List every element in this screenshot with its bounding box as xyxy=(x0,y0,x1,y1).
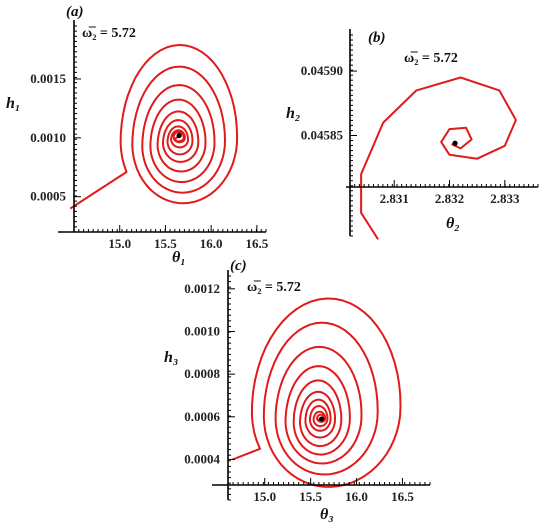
x-tick-label: 15.0 xyxy=(108,236,131,251)
panel-b-parameter: ω̅₂ = 5.72 xyxy=(404,50,458,66)
x-tick-label: 2.833 xyxy=(490,191,520,206)
panel-b-label: (b) xyxy=(368,30,386,46)
panel-b-curves xyxy=(360,76,517,240)
x-tick-label: 2.832 xyxy=(435,191,464,206)
y-tick-label: 0.0008 xyxy=(184,366,220,381)
y-tick-label: 0.0010 xyxy=(30,130,66,145)
panel-b-xlabel: θ₂ xyxy=(446,215,460,232)
panel-c: (c) ω̅₂ = 5.72 h₃ θ₃ 15.0 15.5 16.0 16.5 0.0… xyxy=(164,258,431,523)
x-tick-label: 15.5 xyxy=(299,489,322,504)
panel-a-curves xyxy=(69,44,239,210)
panel-a-xlabel: θ₁ xyxy=(172,249,186,266)
y-tick-label: 0.0012 xyxy=(184,281,220,296)
equilibrium-point xyxy=(452,140,458,146)
trajectory-curve xyxy=(232,297,402,488)
y-tick-label: 0.0015 xyxy=(30,71,66,86)
y-tick-label: 0.0004 xyxy=(184,451,220,466)
panel-a-ylabel: h₁ xyxy=(6,95,20,112)
panel-c-label: (c) xyxy=(230,258,247,274)
panel-a-label: (a) xyxy=(66,4,84,20)
panel-b-ylabel: h₂ xyxy=(286,105,300,122)
equilibrium-point xyxy=(176,132,182,139)
x-tick-label: 15.5 xyxy=(154,236,177,251)
y-tick-label: 0.04590 xyxy=(301,63,343,78)
y-tick-label: 0.0010 xyxy=(184,323,220,338)
x-tick-label: 2.831 xyxy=(380,191,409,206)
x-tick-label: 16.5 xyxy=(245,236,268,251)
panel-c-parameter: ω̅₂ = 5.72 xyxy=(247,279,301,295)
y-tick-label: 0.04585 xyxy=(301,128,344,143)
x-tick-label: 16.5 xyxy=(391,489,414,504)
y-tick-label: 0.0006 xyxy=(184,409,220,424)
panel-a-parameter: ω̅₂ = 5.72 xyxy=(82,25,136,41)
panel-c-ylabel: h₃ xyxy=(164,349,178,366)
x-tick-label: 16.0 xyxy=(345,489,368,504)
trajectory-curve xyxy=(360,76,517,240)
panel-b: (b) ω̅₂ = 5.72 h₂ θ₂ 2.831 2.832 2.833 0.04… xyxy=(286,29,539,240)
panel-c-xlabel: θ₃ xyxy=(320,506,334,523)
panel-a: (a) ω̅₂ = 5.72 h₁ θ₁ 15.0 15.5 16.0 16.5 0.0… xyxy=(6,4,269,266)
panel-c-curves xyxy=(232,297,402,488)
trajectory-curve xyxy=(69,44,239,210)
x-tick-label: 16.0 xyxy=(200,236,223,251)
equilibrium-point xyxy=(319,416,325,422)
x-tick-label: 15.0 xyxy=(253,489,276,504)
y-tick-label: 0.0005 xyxy=(30,189,66,204)
